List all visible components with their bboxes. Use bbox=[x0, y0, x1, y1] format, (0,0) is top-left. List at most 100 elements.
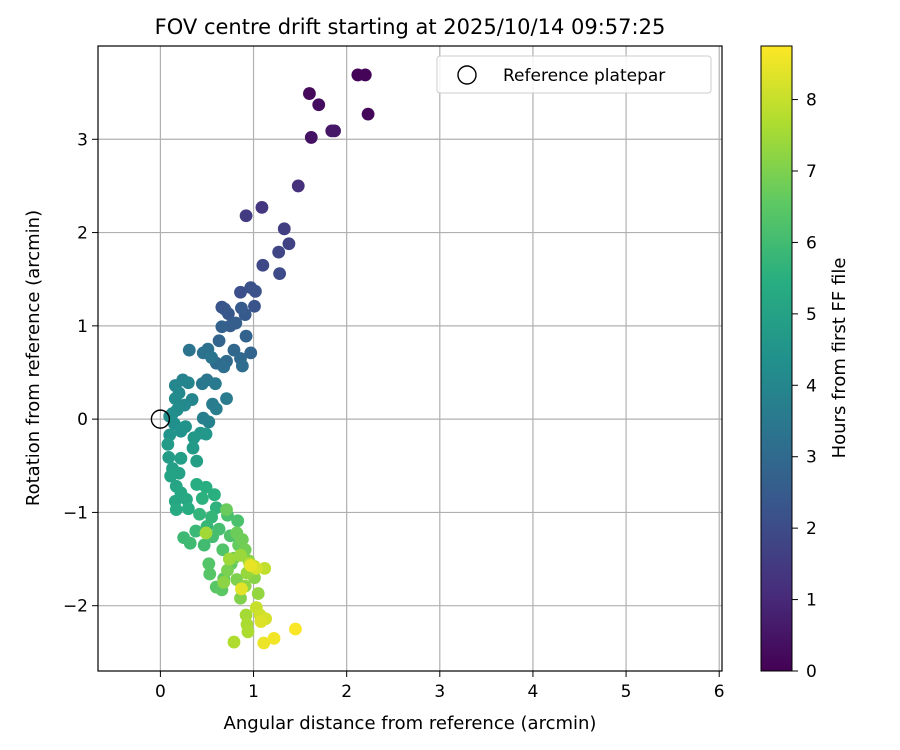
data-point bbox=[179, 420, 192, 433]
data-point bbox=[199, 427, 213, 441]
data-point bbox=[239, 329, 253, 343]
data-point bbox=[168, 392, 182, 406]
data-point bbox=[248, 284, 262, 298]
data-point bbox=[212, 334, 226, 348]
data-point bbox=[189, 524, 203, 538]
y-tick-label: −2 bbox=[63, 597, 88, 617]
legend-reference-marker bbox=[457, 65, 477, 85]
data-point bbox=[197, 538, 211, 552]
x-axis-ticks: 0 1 2 3 4 5 6 bbox=[155, 671, 725, 702]
data-point bbox=[282, 237, 296, 251]
data-point bbox=[244, 559, 258, 572]
data-point bbox=[220, 392, 233, 406]
data-point bbox=[235, 533, 249, 546]
data-point bbox=[328, 124, 341, 138]
data-point bbox=[187, 431, 201, 445]
data-point bbox=[212, 522, 226, 536]
y-tick-label: 1 bbox=[77, 317, 88, 337]
data-point bbox=[361, 107, 375, 121]
data-point bbox=[202, 415, 216, 429]
grid-lines bbox=[98, 46, 722, 671]
data-point bbox=[303, 87, 316, 100]
data-point bbox=[208, 377, 222, 391]
data-point bbox=[162, 450, 176, 464]
data-point bbox=[256, 258, 270, 272]
x-tick-label: 3 bbox=[434, 682, 445, 702]
data-point bbox=[239, 608, 253, 622]
data-point bbox=[183, 536, 197, 550]
data-point bbox=[244, 346, 258, 360]
colorbar-tick-label: 8 bbox=[806, 91, 817, 111]
data-point bbox=[272, 245, 286, 259]
data-point bbox=[220, 503, 233, 517]
colorbar-ticks: 0 1 2 3 4 5 6 7 8 bbox=[792, 91, 817, 682]
data-point bbox=[254, 615, 268, 628]
legend-reference-label: Reference platepar bbox=[503, 66, 665, 86]
data-point bbox=[182, 343, 196, 357]
data-point bbox=[235, 359, 249, 373]
colorbar-tick-label: 4 bbox=[806, 376, 817, 396]
data-point bbox=[181, 376, 195, 390]
data-point bbox=[161, 437, 175, 451]
colorbar-tick-label: 7 bbox=[806, 162, 817, 182]
data-point bbox=[195, 377, 209, 391]
colorbar-tick-label: 6 bbox=[806, 233, 817, 253]
data-point bbox=[222, 552, 236, 566]
data-point bbox=[231, 514, 245, 528]
x-tick-label: 5 bbox=[621, 682, 632, 702]
y-tick-label: −1 bbox=[63, 503, 88, 523]
chart-title: FOV centre drift starting at 2025/10/14 … bbox=[155, 15, 666, 39]
data-point bbox=[208, 488, 221, 502]
data-point bbox=[215, 320, 229, 334]
data-point bbox=[190, 454, 204, 468]
data-point bbox=[257, 636, 271, 650]
data-point bbox=[289, 622, 302, 636]
colorbar-tick-label: 3 bbox=[806, 448, 817, 468]
data-point bbox=[277, 222, 291, 236]
data-point bbox=[239, 209, 253, 223]
data-point bbox=[195, 492, 209, 505]
data-point bbox=[181, 502, 195, 516]
data-point bbox=[229, 316, 243, 330]
data-point bbox=[221, 307, 235, 321]
x-axis-label: Angular distance from reference (arcmin) bbox=[224, 713, 597, 734]
data-point bbox=[267, 631, 281, 645]
data-points bbox=[150, 68, 375, 650]
colorbar: 0 1 2 3 4 5 6 7 8 Hours from first FF file bbox=[760, 45, 850, 682]
data-point bbox=[255, 200, 269, 214]
x-tick-label: 0 bbox=[155, 682, 166, 702]
colorbar-tick-label: 1 bbox=[806, 591, 817, 611]
data-point bbox=[273, 267, 287, 281]
data-point bbox=[234, 591, 247, 605]
data-point bbox=[248, 299, 261, 313]
data-point bbox=[241, 625, 255, 639]
data-point bbox=[251, 587, 265, 600]
data-point bbox=[217, 575, 231, 589]
x-tick-label: 1 bbox=[248, 682, 259, 702]
data-point bbox=[199, 480, 213, 494]
data-point bbox=[235, 582, 248, 596]
data-point bbox=[205, 351, 219, 364]
legend: Reference platepar bbox=[436, 55, 712, 94]
data-point bbox=[203, 567, 217, 581]
data-point bbox=[186, 441, 200, 455]
data-point bbox=[202, 557, 216, 571]
data-point bbox=[227, 635, 241, 649]
colorbar-gradient bbox=[760, 45, 793, 672]
y-tick-label: 0 bbox=[77, 410, 88, 430]
data-point bbox=[193, 507, 206, 521]
data-point bbox=[174, 451, 188, 465]
colorbar-tick-label: 0 bbox=[806, 662, 817, 682]
data-point bbox=[169, 503, 183, 517]
x-tick-label: 2 bbox=[341, 682, 352, 702]
data-point bbox=[217, 360, 231, 374]
plot-frame bbox=[97, 45, 723, 672]
data-point bbox=[304, 131, 318, 144]
x-tick-label: 6 bbox=[714, 682, 725, 702]
reference-platepar-marker bbox=[150, 409, 171, 429]
y-tick-label: 3 bbox=[77, 130, 88, 150]
data-point bbox=[234, 548, 247, 562]
y-tick-label: 2 bbox=[77, 224, 88, 244]
y-axis-ticks: −2 −1 0 1 2 3 bbox=[63, 130, 98, 617]
